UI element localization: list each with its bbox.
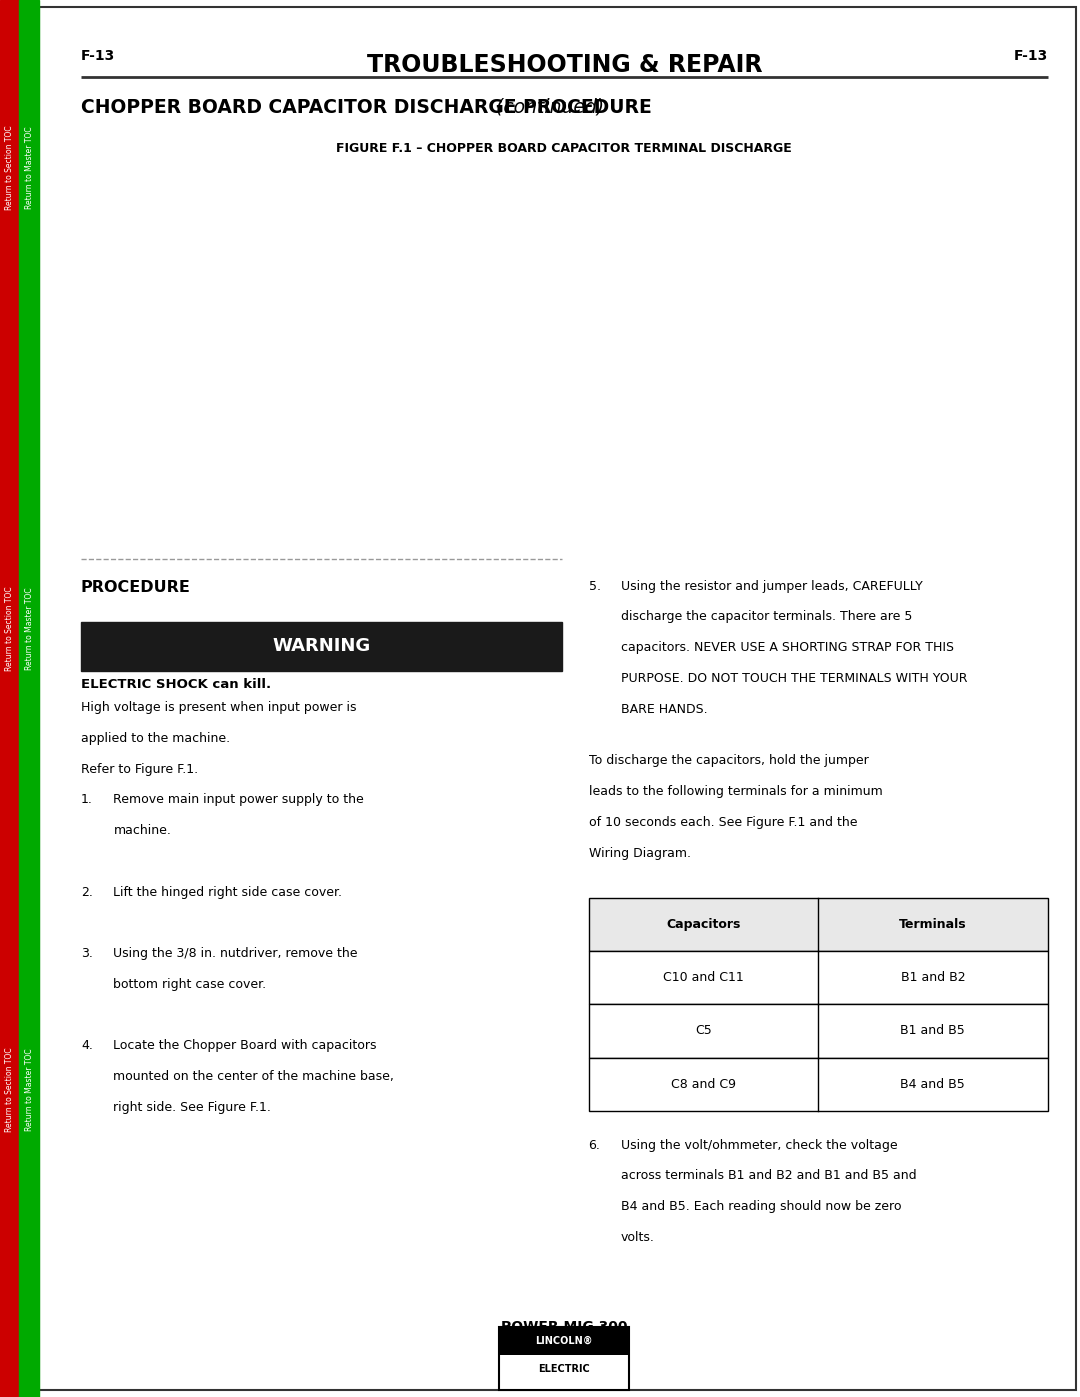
Text: leads to the following terminals for a minimum: leads to the following terminals for a m… <box>589 785 882 798</box>
Text: 2.: 2. <box>81 886 93 898</box>
Text: Using the resistor and jumper leads, CAREFULLY: Using the resistor and jumper leads, CAR… <box>621 580 922 592</box>
Text: machine.: machine. <box>113 824 172 837</box>
Text: Remove main input power supply to the: Remove main input power supply to the <box>113 793 364 806</box>
Bar <box>81 622 562 671</box>
Text: CHOPPER BOARD CAPACITOR DISCHARGE PROCEDURE: CHOPPER BOARD CAPACITOR DISCHARGE PROCED… <box>81 98 651 117</box>
Text: 3.: 3. <box>81 947 93 960</box>
Bar <box>589 951 1048 1004</box>
Text: Refer to Figure F.1.: Refer to Figure F.1. <box>81 763 198 775</box>
Text: Using the volt/ohmmeter, check the voltage: Using the volt/ohmmeter, check the volta… <box>621 1139 897 1151</box>
Text: 1.: 1. <box>81 793 93 806</box>
Text: To discharge the capacitors, hold the jumper: To discharge the capacitors, hold the ju… <box>589 754 868 767</box>
Text: 5.: 5. <box>589 580 600 592</box>
Text: ELECTRIC: ELECTRIC <box>539 1363 590 1375</box>
Text: Locate the Chopper Board with capacitors: Locate the Chopper Board with capacitors <box>113 1039 377 1052</box>
Text: High voltage is present when input power is: High voltage is present when input power… <box>81 701 356 714</box>
Bar <box>499 1327 629 1390</box>
Text: PURPOSE. DO NOT TOUCH THE TERMINALS WITH YOUR: PURPOSE. DO NOT TOUCH THE TERMINALS WITH… <box>621 672 968 685</box>
Text: Return to Master TOC: Return to Master TOC <box>25 1048 33 1132</box>
Text: Return to Master TOC: Return to Master TOC <box>25 126 33 210</box>
Text: volts.: volts. <box>621 1231 654 1243</box>
Text: Capacitors: Capacitors <box>666 918 741 932</box>
Text: B4 and B5. Each reading should now be zero: B4 and B5. Each reading should now be ze… <box>621 1200 902 1213</box>
Text: F-13: F-13 <box>81 49 116 63</box>
Text: right side. See Figure F.1.: right side. See Figure F.1. <box>113 1101 271 1113</box>
Text: discharge the capacitor terminals. There are 5: discharge the capacitor terminals. There… <box>621 610 913 623</box>
Bar <box>499 1327 629 1355</box>
Text: C8 and C9: C8 and C9 <box>671 1077 735 1091</box>
Text: capacitors. NEVER USE A SHORTING STRAP FOR THIS: capacitors. NEVER USE A SHORTING STRAP F… <box>621 641 954 654</box>
Text: POWER MIG 300: POWER MIG 300 <box>501 1320 627 1334</box>
Text: 4.: 4. <box>81 1039 93 1052</box>
Text: 6.: 6. <box>589 1139 600 1151</box>
Text: applied to the machine.: applied to the machine. <box>81 732 230 745</box>
Text: B1 and B2: B1 and B2 <box>901 971 966 985</box>
Bar <box>19 0 39 1397</box>
Text: Lift the hinged right side case cover.: Lift the hinged right side case cover. <box>113 886 342 898</box>
Text: FIGURE F.1 – CHOPPER BOARD CAPACITOR TERMINAL DISCHARGE: FIGURE F.1 – CHOPPER BOARD CAPACITOR TER… <box>337 142 792 155</box>
Text: Wiring Diagram.: Wiring Diagram. <box>589 847 690 859</box>
Text: Terminals: Terminals <box>899 918 967 932</box>
Text: Return to Section TOC: Return to Section TOC <box>5 1048 14 1132</box>
Text: B4 and B5: B4 and B5 <box>901 1077 966 1091</box>
Text: BARE HANDS.: BARE HANDS. <box>621 703 707 715</box>
Text: TROUBLESHOOTING & REPAIR: TROUBLESHOOTING & REPAIR <box>366 53 762 77</box>
Text: (continued): (continued) <box>489 98 604 117</box>
Bar <box>589 1004 1048 1058</box>
Text: Return to Master TOC: Return to Master TOC <box>25 587 33 671</box>
Text: C5: C5 <box>694 1024 712 1038</box>
Bar <box>0 0 19 1397</box>
Bar <box>589 1058 1048 1111</box>
Text: Return to Section TOC: Return to Section TOC <box>5 587 14 671</box>
Text: WARNING: WARNING <box>272 637 370 655</box>
Text: PROCEDURE: PROCEDURE <box>81 580 191 595</box>
Text: Return to Section TOC: Return to Section TOC <box>5 126 14 210</box>
Text: bottom right case cover.: bottom right case cover. <box>113 978 267 990</box>
Text: ELECTRIC SHOCK can kill.: ELECTRIC SHOCK can kill. <box>81 678 271 690</box>
Text: mounted on the center of the machine base,: mounted on the center of the machine bas… <box>113 1070 394 1083</box>
Text: of 10 seconds each. See Figure F.1 and the: of 10 seconds each. See Figure F.1 and t… <box>589 816 858 828</box>
Text: B1 and B5: B1 and B5 <box>901 1024 966 1038</box>
Text: LINCOLN®: LINCOLN® <box>536 1336 593 1347</box>
Bar <box>589 898 1048 951</box>
Text: across terminals B1 and B2 and B1 and B5 and: across terminals B1 and B2 and B1 and B5… <box>621 1169 917 1182</box>
Text: C10 and C11: C10 and C11 <box>663 971 744 985</box>
Text: F-13: F-13 <box>1013 49 1048 63</box>
Text: Using the 3/8 in. nutdriver, remove the: Using the 3/8 in. nutdriver, remove the <box>113 947 357 960</box>
